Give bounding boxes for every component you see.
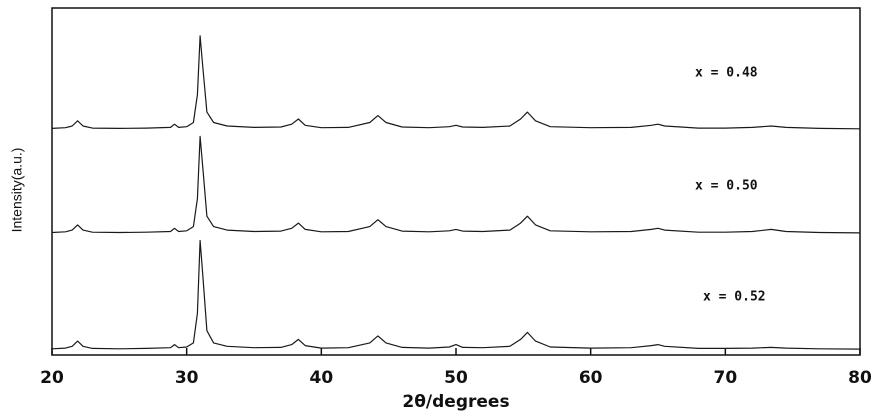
data-line bbox=[51, 239, 861, 350]
series-label: x = 0.52 bbox=[703, 290, 766, 305]
series-label: x = 0.50 bbox=[695, 179, 758, 194]
x-tick-label: 80 bbox=[848, 368, 872, 388]
x-tick-label: 20 bbox=[40, 368, 64, 388]
x-tick-label: 40 bbox=[309, 368, 333, 388]
x-axis-label: 2θ/degrees bbox=[402, 392, 509, 412]
x-tick-label: 70 bbox=[713, 368, 737, 388]
data-line bbox=[51, 35, 861, 130]
x-tick-label: 60 bbox=[579, 368, 603, 388]
y-axis-label: Intensity(a.u.) bbox=[9, 148, 25, 233]
series-label: x = 0.48 bbox=[695, 66, 758, 81]
x-tick-label: 30 bbox=[175, 368, 199, 388]
data-line bbox=[51, 135, 861, 234]
x-tick-label: 50 bbox=[444, 368, 468, 388]
